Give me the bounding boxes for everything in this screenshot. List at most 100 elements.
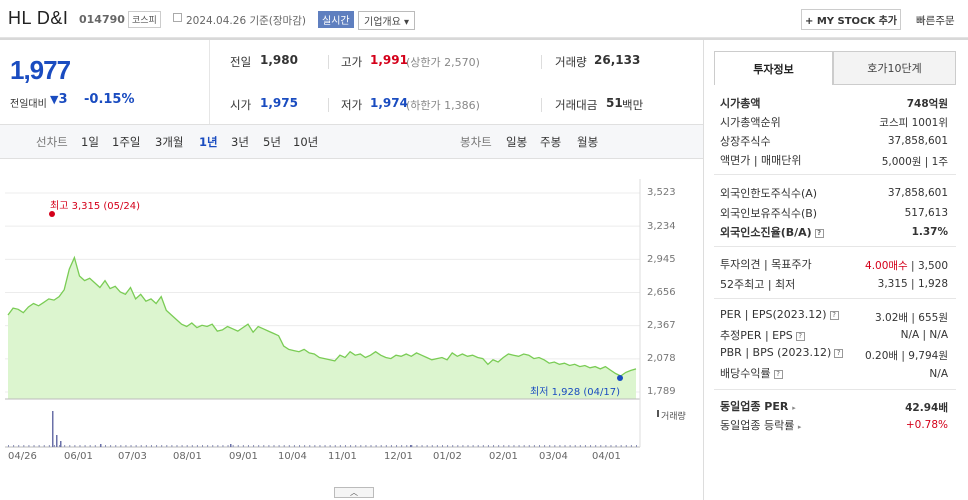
opinion-rating: 4.00매수: [865, 260, 908, 272]
volume-bar: [549, 445, 551, 447]
volume-bar: [365, 445, 367, 447]
divider: [833, 84, 956, 85]
quick-order-link[interactable]: 빠른주문: [916, 15, 955, 27]
volume-bar: [59, 445, 61, 447]
period-1y[interactable]: 1년: [199, 135, 218, 149]
volume-bar: [23, 445, 25, 447]
volume-bar: [69, 445, 71, 447]
candle-daily[interactable]: 일봉: [506, 135, 528, 149]
par-value-value: 5,000원 | 1주: [881, 156, 948, 168]
price-area: [8, 257, 636, 399]
volume-bar: [230, 444, 232, 447]
period-3y[interactable]: 3년: [231, 135, 249, 149]
volume-bar: [253, 445, 255, 447]
help-icon[interactable]: ?: [814, 228, 824, 238]
expand-chart-button[interactable]: ︿: [334, 487, 374, 498]
divider: [714, 298, 956, 299]
volume-bar: [569, 445, 571, 447]
x-tick: 04/01: [592, 451, 621, 462]
candle-monthly[interactable]: 월봉: [577, 135, 599, 149]
volume-bar: [600, 445, 602, 447]
line-chart-label: 선차트: [36, 135, 68, 149]
par-value-label: 액면가 | 매매단위: [720, 154, 802, 167]
volume-bar: [467, 445, 469, 447]
volume-bar: [53, 445, 55, 447]
volume-bar: [447, 445, 449, 447]
help-icon[interactable]: ?: [773, 369, 783, 379]
price-change: ▼3: [50, 92, 68, 107]
help-icon[interactable]: ?: [834, 348, 844, 358]
bps-value: 9,794원: [908, 350, 948, 362]
volume-bar: [79, 445, 81, 447]
foreign-holding-label: 외국인보유주식수(B): [720, 207, 818, 220]
high-marker: [49, 211, 55, 217]
stock-name: HL D&I: [8, 8, 69, 28]
volume-bar: [150, 445, 152, 447]
price-chart[interactable]: [0, 159, 703, 500]
foreign-exhaustion-label: 외국인소진율(B/A)?: [720, 224, 824, 240]
current-price: 1,977: [10, 55, 71, 85]
period-1d[interactable]: 1일: [81, 135, 99, 149]
volume-bar: [390, 445, 392, 447]
add-my-stock-button[interactable]: + MY STOCK 추가: [801, 9, 901, 30]
period-3m[interactable]: 3개월: [155, 135, 184, 149]
tab-investment-info[interactable]: 투자정보: [714, 51, 833, 85]
open-label: 시가: [230, 98, 252, 112]
pbr-value: 0.20배: [865, 350, 899, 362]
period-1w[interactable]: 1주일: [112, 135, 141, 149]
x-tick: 01/02: [433, 451, 462, 462]
divider: [714, 246, 956, 247]
volume-bar: [288, 445, 290, 447]
volume-bar: [56, 435, 58, 447]
caret-right-icon: ▸: [792, 404, 796, 412]
volume-bar: [176, 445, 178, 447]
y-tick: 3,234: [647, 221, 676, 232]
est-eps: N/A: [929, 329, 948, 341]
pbr-bps-value: 0.20배 | 9,794원: [865, 350, 948, 362]
help-icon[interactable]: ?: [795, 331, 805, 341]
period-10y[interactable]: 10년: [293, 135, 319, 149]
volume-bar: [584, 445, 586, 447]
market-cap-rank-label: 시가총액순위: [720, 116, 781, 129]
volume-bar: [304, 445, 306, 447]
industry-per-value: 42.94배: [905, 402, 948, 414]
x-tick: 07/03: [118, 451, 147, 462]
52w-high: 3,315: [877, 278, 908, 290]
volume-bar: [242, 445, 244, 447]
down-arrow-icon: ▼: [50, 93, 59, 106]
price-line: [7, 255, 637, 377]
amount-label: 거래대금: [555, 98, 598, 112]
high-label: 고가: [341, 55, 363, 69]
volume-bar: [171, 445, 173, 447]
volume-bar: [610, 445, 612, 447]
volume-bar: [84, 445, 86, 447]
volume-bar: [493, 445, 495, 447]
volume-bar: [74, 445, 76, 447]
volume-bar: [64, 445, 66, 447]
amount: 51: [606, 96, 623, 110]
x-tick: 02/01: [489, 451, 518, 462]
corp-overview-dropdown[interactable]: 기업개요 ▾: [358, 11, 416, 30]
per-value: 3.02배: [875, 312, 909, 324]
change-amount: 3: [58, 92, 68, 107]
volume-bar: [595, 445, 597, 447]
volume-bar: [426, 445, 428, 447]
chevron-up-icon: ︿: [350, 488, 358, 497]
low-label: 저가: [341, 98, 363, 112]
volume-bar: [309, 445, 311, 447]
volume-bar: [207, 445, 209, 447]
help-icon[interactable]: ?: [829, 310, 839, 320]
volume-bar: [528, 445, 530, 447]
tab-order-book[interactable]: 호가10단계: [833, 51, 956, 85]
candle-weekly[interactable]: 주봉: [540, 135, 562, 149]
dividend-value: N/A: [929, 368, 948, 380]
target-price: 3,500: [917, 260, 948, 272]
volume-bar: [559, 445, 561, 447]
divider: [541, 55, 542, 69]
52w-label: 52주최고 | 최저: [720, 278, 796, 291]
realtime-button[interactable]: 실시간: [318, 11, 354, 28]
volume-bar: [247, 445, 249, 447]
x-tick: 11/01: [328, 451, 357, 462]
y-tick: 1,789: [647, 386, 676, 397]
period-5y[interactable]: 5년: [263, 135, 281, 149]
